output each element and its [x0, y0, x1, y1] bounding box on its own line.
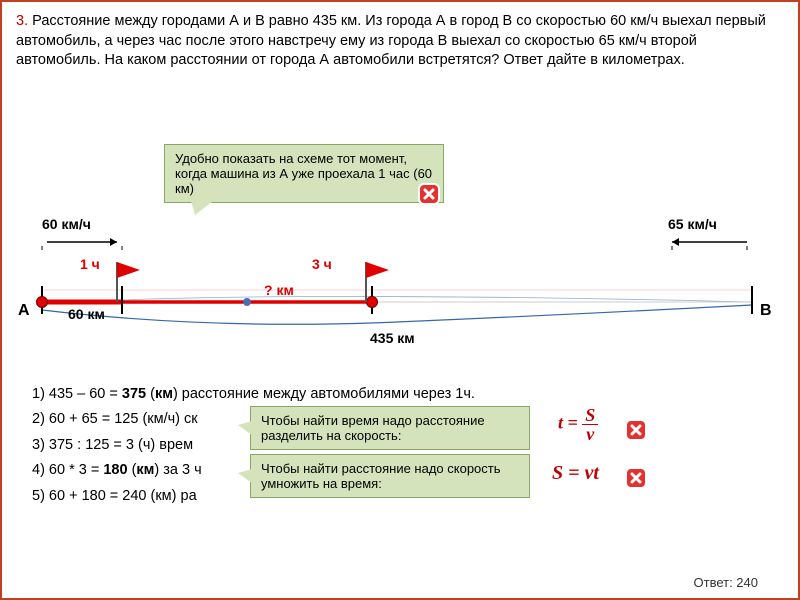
label-A: А [18, 302, 30, 320]
tooltip2-pointer [238, 421, 252, 435]
formula-t: t = S v [548, 404, 608, 445]
flag-2-icon [366, 262, 389, 302]
step-1: 1) 435 – 60 = 375 (км) расстояние между … [32, 382, 475, 407]
problem-body: Расстояние между городами А и В равно 43… [16, 13, 766, 68]
tooltip-text-3: Чтобы найти расстояние надо скорость умн… [261, 461, 501, 491]
point-meet-icon [367, 297, 378, 308]
formula-t-den: v [582, 425, 598, 443]
curve-total [42, 305, 752, 324]
point-A-icon [37, 297, 48, 308]
tooltip-scheme-hint: Удобно показать на схеме тот момент, ког… [164, 144, 444, 203]
tooltip-distance-formula: Чтобы найти расстояние надо скорость умн… [250, 454, 530, 498]
flag-1-icon [117, 262, 140, 302]
answer-text: Ответ: 240 [694, 575, 759, 590]
formula-s: S = vt [542, 460, 609, 487]
label-B: В [760, 302, 772, 320]
formula-t-lhs: t = [558, 413, 582, 433]
problem-number: 3. [16, 13, 28, 29]
label-speed-a: 60 км/ч [42, 216, 91, 232]
arrow-a-icon [47, 238, 117, 246]
label-speed-b: 65 км/ч [668, 216, 717, 232]
tooltip-text-2: Чтобы найти время надо расстояние раздел… [261, 413, 485, 443]
label-3h: 3 ч [312, 256, 332, 272]
formula-t-num: S [582, 406, 598, 425]
close-icon-2[interactable] [624, 418, 648, 447]
diagram: 60 км/ч 65 км/ч 1 ч 3 ч ? км 60 км 435 к… [32, 202, 768, 352]
label-60km: 60 км [68, 306, 105, 322]
tooltip-text-1: Удобно показать на схеме тот момент, ког… [175, 151, 432, 196]
problem-text: 3. Расстояние между городами А и В равно… [2, 2, 798, 75]
label-1h: 1 ч [80, 256, 100, 272]
arrow-b-icon [672, 238, 747, 246]
formula-s-text: S = vt [552, 462, 599, 484]
label-unknown: ? км [264, 282, 294, 298]
mid-dot [243, 298, 251, 306]
label-total: 435 км [370, 330, 415, 346]
tooltip-time-formula: Чтобы найти время надо расстояние раздел… [250, 406, 530, 450]
close-icon-3[interactable] [624, 466, 648, 495]
tooltip3-pointer [238, 469, 252, 483]
